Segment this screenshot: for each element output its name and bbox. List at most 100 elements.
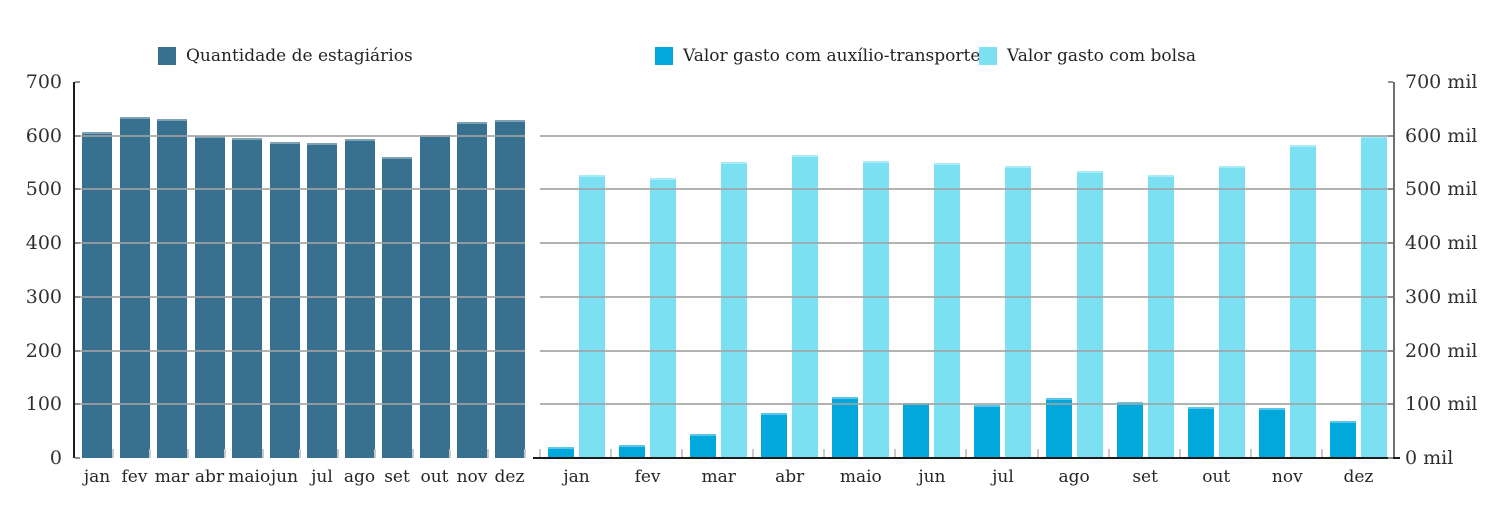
y-axis-label: 0 mil <box>1405 447 1454 469</box>
y-axis-label: 100 mil <box>1405 393 1478 416</box>
x-axis-label: nov <box>456 467 488 487</box>
legend-auxilio-transporte: Valor gasto com auxílio-transporte <box>655 46 980 66</box>
y-axis-label: 300 <box>25 285 62 308</box>
x-axis-tick <box>374 449 376 458</box>
bar <box>344 139 375 458</box>
y-axis-label: 100 <box>25 393 62 416</box>
bar <box>269 142 300 458</box>
plot-area-valores: 0 mil 100 mil 200 mil 300 mil 400 mil 500 mil… <box>533 71 1477 487</box>
x-axis-label: jul <box>992 467 1014 487</box>
bar <box>119 116 150 458</box>
x-axis-tick <box>224 449 226 458</box>
x-axis-tick <box>965 449 968 458</box>
bar <box>457 122 487 458</box>
x-axis-tick <box>610 449 613 458</box>
bar <box>548 447 574 458</box>
y-axis-tick <box>75 81 80 83</box>
y-axis-label: 500 mil <box>1405 178 1478 201</box>
x-axis-label: jun <box>918 467 946 487</box>
x-axis-tick <box>823 449 826 458</box>
bar <box>1289 144 1316 458</box>
legend-label-estagiarios: Quantidade de estagiários <box>186 46 413 66</box>
bar <box>974 405 1001 458</box>
x-axis-tick <box>486 449 489 458</box>
bar <box>307 142 337 458</box>
y-axis-line <box>1393 82 1395 458</box>
bar <box>761 412 788 458</box>
x-axis-tick <box>524 449 526 458</box>
legend-swatch-bolsa-icon <box>979 47 997 65</box>
legend-label-auxilio-transporte: Valor gasto com auxílio-transporte <box>683 46 981 66</box>
bar <box>721 161 748 458</box>
gridline <box>75 134 525 137</box>
x-axis-label: fev <box>121 467 148 487</box>
y-axis-tick <box>1388 403 1393 406</box>
bar <box>579 174 605 458</box>
gridline <box>75 403 525 406</box>
bar <box>232 138 262 458</box>
bar <box>1187 406 1214 458</box>
x-axis-label: jul <box>311 467 333 487</box>
x-axis-tick <box>111 449 114 458</box>
gridline <box>540 188 1393 191</box>
x-axis-tick <box>539 449 541 458</box>
bar <box>1076 170 1103 458</box>
x-axis-tick <box>1107 449 1110 458</box>
bar <box>690 433 717 458</box>
y-axis-label: 600 mil <box>1405 124 1478 147</box>
y-axis-label: 200 <box>25 339 62 362</box>
x-axis-tick <box>149 449 151 458</box>
x-axis-line <box>533 457 1400 459</box>
x-axis-tick <box>186 449 189 458</box>
y-axis-label: 500 <box>25 178 62 201</box>
y-axis-line <box>73 82 75 458</box>
y-axis-tick <box>1388 188 1393 191</box>
x-axis-label: dez <box>494 467 525 487</box>
x-axis-tick <box>299 449 301 458</box>
x-axis-label: ago <box>343 467 376 487</box>
x-axis-tick <box>1036 449 1039 458</box>
x-axis-label: set <box>1132 467 1158 487</box>
x-axis-label: out <box>420 467 449 487</box>
x-axis-label: maio <box>228 467 271 487</box>
gridline <box>540 134 1393 137</box>
bar <box>1329 421 1356 458</box>
x-axis-label: mar <box>154 467 190 487</box>
bar <box>1005 166 1032 458</box>
y-axis-tick <box>75 457 80 459</box>
x-axis-label: fev <box>634 467 661 487</box>
plot-area-estagiarios: 0 100 200 300 400 500 600 700 jan fev mar abr maio ju… <box>26 71 526 487</box>
y-axis-label: 700 mil <box>1405 71 1478 93</box>
x-axis-label: set <box>384 467 410 487</box>
bar <box>1116 402 1143 458</box>
x-axis-tick <box>681 449 684 458</box>
legend-label-bolsa: Valor gasto com bolsa <box>1007 46 1196 66</box>
x-axis-label: ago <box>1058 467 1090 487</box>
chart-quantidade-estagiarios: Quantidade de estagiários 0 100 200 300 400 5… <box>0 0 540 518</box>
x-axis-label: abr <box>775 467 805 487</box>
x-axis-tick <box>261 449 264 458</box>
x-axis-tick <box>1178 449 1181 458</box>
y-axis-tick <box>75 403 80 406</box>
bar <box>1258 408 1285 458</box>
bar <box>619 445 646 458</box>
x-axis-tick <box>411 449 414 458</box>
gridline <box>75 295 525 298</box>
y-axis-label: 300 mil <box>1405 285 1478 308</box>
legend-quantidade-estagiarios: Quantidade de estagiários <box>158 46 413 66</box>
y-axis-tick <box>1388 349 1393 352</box>
y-axis-tick <box>75 349 80 352</box>
legend-swatch-estagiarios-icon <box>158 47 176 65</box>
gridline <box>540 403 1393 406</box>
x-axis-tick <box>336 449 339 458</box>
y-axis-label: 600 <box>25 124 62 147</box>
y-axis-tick <box>1388 134 1393 137</box>
bar <box>934 162 961 458</box>
y-axis-label: 400 <box>25 232 62 255</box>
gridline <box>75 349 525 352</box>
bar <box>1147 174 1174 458</box>
x-axis-label: nov <box>1271 467 1303 487</box>
x-axis-label: mar <box>701 467 736 487</box>
x-axis-label: out <box>1202 467 1231 487</box>
